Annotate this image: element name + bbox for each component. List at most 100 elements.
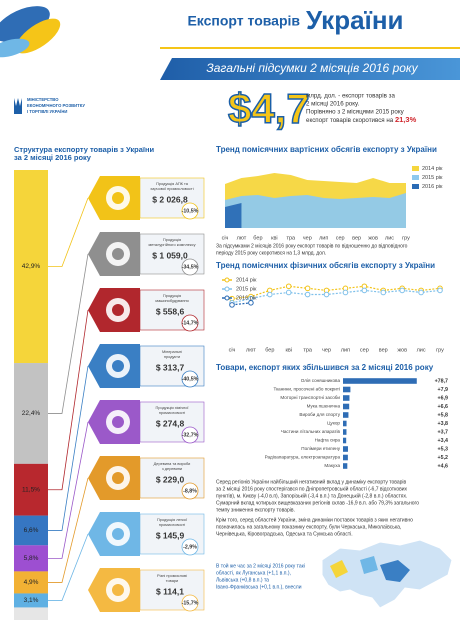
summary-text: експорт товарів скоротився на [306,117,395,124]
value-label: +3,8 [438,421,449,427]
paragraph-text: Серед регіонів України найбільший негати… [216,478,407,485]
card-value: $ 1 059,0 [152,250,188,260]
map-region [360,556,378,574]
x-tick-label: січ [222,235,229,241]
note-text: За підсумками 2 місяців 2016 року експор… [216,243,408,249]
point [342,289,349,296]
card-change-bg [181,482,199,500]
card-name: продукти [164,354,180,359]
x-tick-label: січ [229,347,236,353]
bar [343,403,350,410]
card-icon-dot [112,360,124,372]
card-change: -14,7% [182,320,199,326]
segment-label: 3,1% [24,597,39,604]
point [248,300,254,306]
summary-line: експорт товарів скоротився на 21,3% [306,115,417,124]
segment-label: 6,6% [24,527,39,534]
card-value: $ 229,0 [156,474,185,484]
paragraph-text: Сумарний вклад чотирьох вищевказаних рег… [216,499,419,506]
card-change-bg [181,314,199,332]
x-tick-label: чер [322,347,331,353]
card-value: $ 145,9 [156,530,185,540]
card-change-bg [181,258,199,276]
banner [160,58,460,80]
bar-label: Радіоапаратура, електроапаратура [265,455,341,460]
point [304,291,311,298]
card-name: з деревини [162,466,182,471]
bar [343,386,351,393]
legend-label: 2016 рік [236,295,257,301]
card-change: -15,7% [182,600,199,606]
connector [48,253,89,414]
banner-text: Загальні підсумки 2 місяців 2016 року [206,61,418,75]
card-change-bg [181,426,199,444]
value-label: +5,3 [438,446,449,452]
paragraph-text: за 2 місяці 2016 року спостерігався по Д… [216,485,408,492]
summary-text: Порівняно з 2 місяцями 2015 року [306,109,405,116]
legend-swatch [412,184,419,189]
legend-label: 2014 рік [236,277,257,283]
line [231,302,251,306]
x-tick-label: лют [246,347,256,353]
bar-label: Цукор [327,421,340,426]
connector [48,197,89,267]
value-label: +3,4 [438,438,449,444]
bar [343,412,349,418]
bar [343,429,347,435]
legend-label: 2016 рік [422,184,443,190]
point [304,285,311,292]
x-tick-label: жов [397,347,407,353]
bar-segment [14,363,48,464]
card-icon-dot [112,192,124,204]
segment-label: 5,8% [24,555,39,562]
bar-segment [14,170,48,364]
bar-segment [14,593,48,608]
paragraph-text: Чернівецька, Кіровоградська, Одеська та … [216,531,353,537]
x-tick-label: тра [303,347,313,353]
card-change-bg [181,370,199,388]
value-label: +7,9 [438,387,449,393]
value-label: +4,6 [438,463,449,469]
x-tick-label: жов [368,235,378,241]
card-change: -34,5% [182,264,199,270]
card-name: Різні промислові [157,573,187,578]
point [229,302,235,308]
card-name: промисловості [159,410,186,415]
bar-label: Тканини, просочені або покриті [273,387,340,392]
value-label: +3,7 [438,429,449,435]
map-region [380,560,410,582]
x-tick-label: гру [436,347,444,353]
point [285,289,292,296]
summary-text: млрд. дол. - експорт товарів за [306,93,395,100]
value-label: +6,6 [438,404,449,410]
amount: $4,7 [228,85,310,132]
card-icon-dot [112,416,124,428]
title-country: України [306,5,404,35]
section-title: за 2 місяці 2016 року [14,153,92,162]
card-change: -8,8% [183,488,197,494]
card-name: товари [166,578,178,583]
card-icon-dot [112,528,124,540]
area [225,203,242,228]
chart-title: Тренд помісячних фізичних обсягів експор… [216,261,435,270]
x-tick-label: лип [319,235,328,241]
x-tick-label: кві [271,235,278,241]
x-tick-label: кві [285,347,292,353]
bar-label: Моторні транспортні засоби [280,395,340,400]
card-name: Деревина та вироби [154,461,191,466]
value-label: +6,9 [438,395,449,401]
section-title: Структура експорту товарів з України [14,145,155,154]
point [267,291,273,298]
footnote-text: Івано-Франківська (+0,1 в.п.), внесли [216,584,302,590]
x-tick-label: чер [303,235,312,241]
bar [343,378,417,384]
legend-label: 2014 рік [422,166,443,172]
legend-label: 2015 рік [422,175,443,181]
connector [48,309,89,491]
card-change-bg [181,594,199,612]
card-name: Продукція хімічної [155,405,189,410]
x-tick-label: сер [336,235,345,241]
bar-label: Олія соняшникова [301,378,341,383]
